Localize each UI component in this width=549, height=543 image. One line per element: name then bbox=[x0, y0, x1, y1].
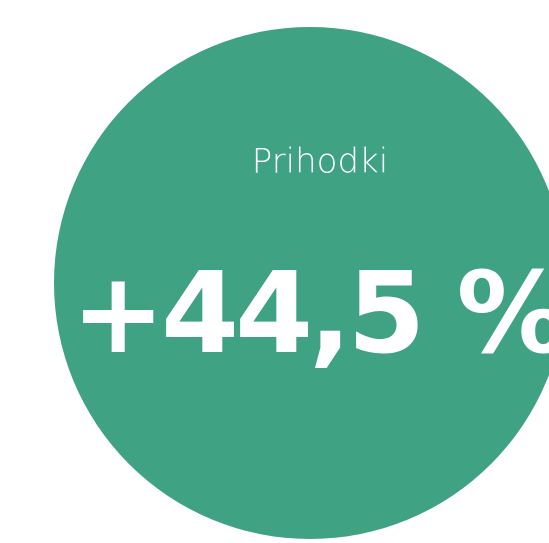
value: +44,5 % bbox=[71, 249, 549, 379]
label: Prihodki bbox=[252, 142, 388, 182]
circle bbox=[54, 27, 549, 539]
